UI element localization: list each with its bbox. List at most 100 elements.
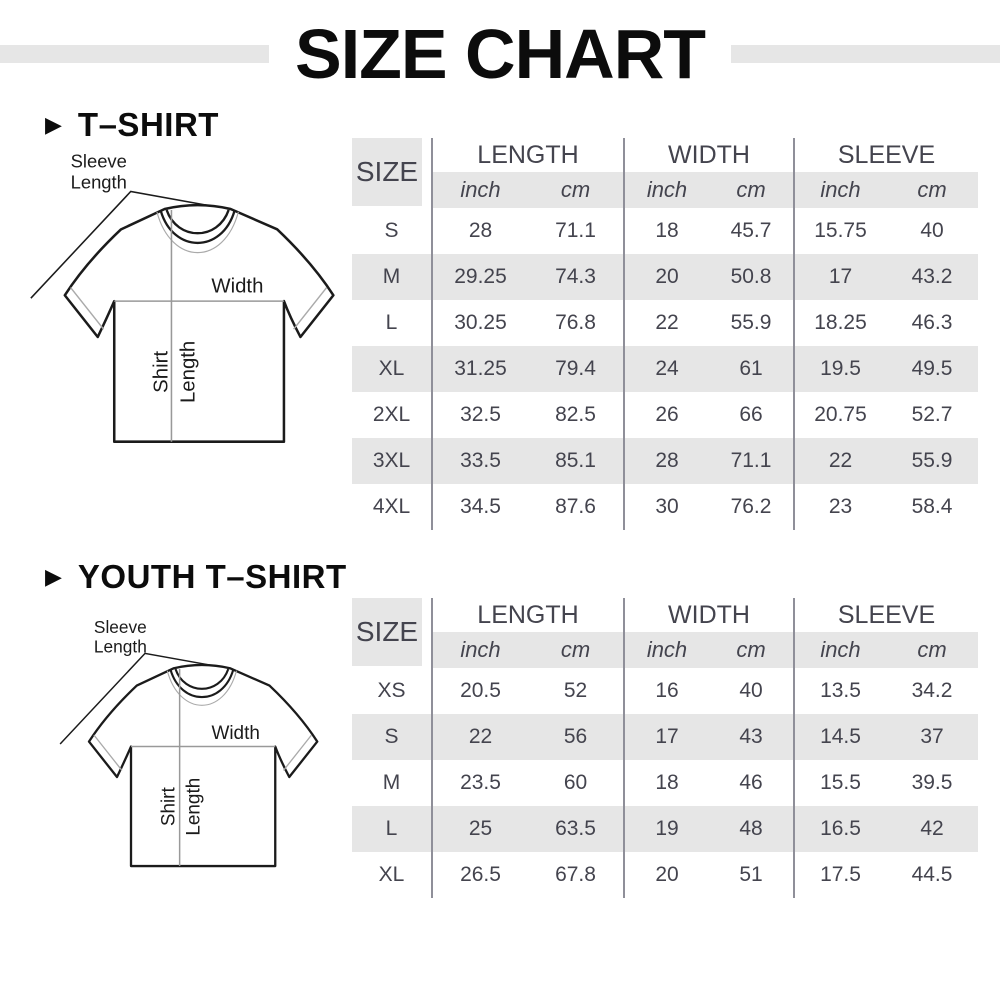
table-row: 3XL 33.5 85.1 28 71.1 22 55.9 — [352, 438, 978, 484]
title-bar-left — [0, 45, 269, 63]
measurement-cell: 23.5 — [431, 760, 528, 806]
width-label: Width — [211, 723, 259, 744]
table-row: XS 20.5 52 16 40 13.5 34.2 — [352, 668, 978, 714]
shirt-length-label: Length — [178, 341, 200, 403]
unit-header: cm — [886, 632, 978, 668]
measurement-cell: 67.8 — [555, 863, 596, 886]
measurement-cell: 42 — [920, 817, 944, 840]
sleeve-length-measure-line — [59, 652, 210, 745]
table-row: L 25 63.5 19 48 16.5 42 — [352, 806, 978, 852]
unit-header: inch — [793, 172, 886, 208]
measurement-cell: 79.4 — [555, 357, 596, 380]
measurement-cell: 58.4 — [911, 495, 953, 518]
measurement-cell: 34.5 — [431, 484, 528, 530]
triangle-bullet-icon: ▶ — [45, 112, 62, 137]
table-row: S 28 71.1 18 45.7 15.75 40 — [352, 208, 978, 254]
measurement-cell: 22 — [431, 714, 528, 760]
sleeve-length-label: Length — [71, 172, 127, 193]
section-heading-label: YOUTH T–SHIRT — [77, 558, 347, 595]
section-heading-tshirt: ▶ T–SHIRT — [45, 106, 1000, 143]
size-cell: 4XL — [372, 495, 411, 518]
unit-header: cm — [528, 172, 624, 208]
unit-header: inch — [793, 632, 886, 668]
table-row: M 29.25 74.3 20 50.8 17 43.2 — [352, 254, 978, 300]
size-column-header: SIZE — [352, 598, 432, 668]
measurement-cell: 15.5 — [793, 760, 886, 806]
size-cell: S — [384, 219, 399, 242]
measurement-cell: 23 — [793, 484, 886, 530]
youth-section-body: Sleeve Length Width Shirt Length SIZE LE… — [0, 596, 1000, 898]
measurement-cell: 46 — [739, 771, 763, 794]
measurement-cell: 18.25 — [793, 300, 886, 346]
measurement-cell: 44.5 — [911, 863, 953, 886]
table-row: S 22 56 17 43 14.5 37 — [352, 714, 978, 760]
unit-header: cm — [709, 632, 794, 668]
measurement-cell: 43 — [739, 725, 763, 748]
measurement-cell: 34.2 — [911, 679, 953, 702]
size-cell: XL — [378, 357, 405, 380]
measurement-cell: 17 — [623, 714, 709, 760]
measurement-cell: 18 — [623, 208, 709, 254]
measurement-cell: 61 — [739, 357, 763, 380]
measurement-cell: 87.6 — [555, 495, 596, 518]
measurement-cell: 66 — [739, 403, 763, 426]
measurement-cell: 20.75 — [793, 392, 886, 438]
measurement-cell: 48 — [739, 817, 763, 840]
unit-header: inch — [431, 172, 528, 208]
measurement-cell: 17.5 — [793, 852, 886, 898]
measurement-cell: 16 — [623, 668, 709, 714]
measurement-cell: 16.5 — [793, 806, 886, 852]
measurement-cell: 20 — [623, 254, 709, 300]
measurement-cell: 49.5 — [911, 357, 953, 380]
measurement-cell: 13.5 — [793, 668, 886, 714]
measurement-cell: 45.7 — [730, 219, 772, 242]
section-heading-label: T–SHIRT — [77, 106, 219, 143]
section-heading-youth-tshirt: ▶ YOUTH T–SHIRT — [45, 558, 1000, 595]
size-cell: L — [385, 311, 398, 334]
tshirt-outline-drawing: Sleeve Length Width Shirt Length — [59, 617, 319, 868]
size-cell: 3XL — [372, 449, 411, 472]
size-column-header: SIZE — [352, 138, 432, 208]
unit-header: inch — [623, 172, 709, 208]
title-row: SIZE CHART — [0, 0, 1000, 93]
triangle-bullet-icon: ▶ — [45, 564, 62, 589]
adult-size-table: SIZE LENGTH WIDTH SLEEVE inch cm inch cm… — [352, 138, 978, 530]
tshirt-outline-drawing: Sleeve Length Width Shirt Length — [30, 150, 335, 443]
size-cell: M — [382, 265, 401, 288]
page-title: SIZE CHART — [295, 15, 706, 93]
sleeve-group-header: SLEEVE — [793, 598, 978, 632]
measurement-cell: 28 — [431, 208, 528, 254]
table-row: M 23.5 60 18 46 15.5 39.5 — [352, 760, 978, 806]
measurement-cell: 52 — [563, 679, 588, 702]
measurement-cell: 37 — [920, 725, 944, 748]
measurement-cell: 28 — [623, 438, 709, 484]
measurement-cell: 55.9 — [730, 311, 772, 334]
measurement-cell: 22 — [623, 300, 709, 346]
measurement-cell: 20 — [623, 852, 709, 898]
shirt-length-label: Length — [183, 778, 204, 836]
unit-header-row: inch cm inch cm inch cm — [352, 632, 978, 668]
measurement-cell: 60 — [563, 771, 588, 794]
width-group-header: WIDTH — [623, 138, 794, 172]
measurement-cell: 76.2 — [730, 495, 772, 518]
measurement-cell: 20.5 — [431, 668, 528, 714]
measurement-cell: 15.75 — [793, 208, 886, 254]
measurement-cell: 24 — [623, 346, 709, 392]
sleeve-length-label: Sleeve — [71, 150, 127, 171]
measurement-cell: 46.3 — [911, 311, 953, 334]
measurement-cell: 50.8 — [730, 265, 772, 288]
size-cell: XL — [378, 863, 405, 886]
youth-size-table: SIZE LENGTH WIDTH SLEEVE inch cm inch cm… — [352, 598, 978, 898]
unit-header: inch — [431, 632, 528, 668]
sleeve-length-label: Length — [94, 637, 147, 657]
table-row: L 30.25 76.8 22 55.9 18.25 46.3 — [352, 300, 978, 346]
measurement-cell: 18 — [623, 760, 709, 806]
sleeve-length-label: Sleeve — [94, 618, 147, 637]
size-cell: M — [382, 771, 401, 794]
unit-header: inch — [623, 632, 709, 668]
table-row: 2XL 32.5 82.5 26 66 20.75 52.7 — [352, 392, 978, 438]
size-cell: S — [384, 725, 399, 748]
measurement-cell: 52.7 — [911, 403, 953, 426]
measurement-cell: 19 — [623, 806, 709, 852]
title-bar-right — [731, 45, 1000, 63]
